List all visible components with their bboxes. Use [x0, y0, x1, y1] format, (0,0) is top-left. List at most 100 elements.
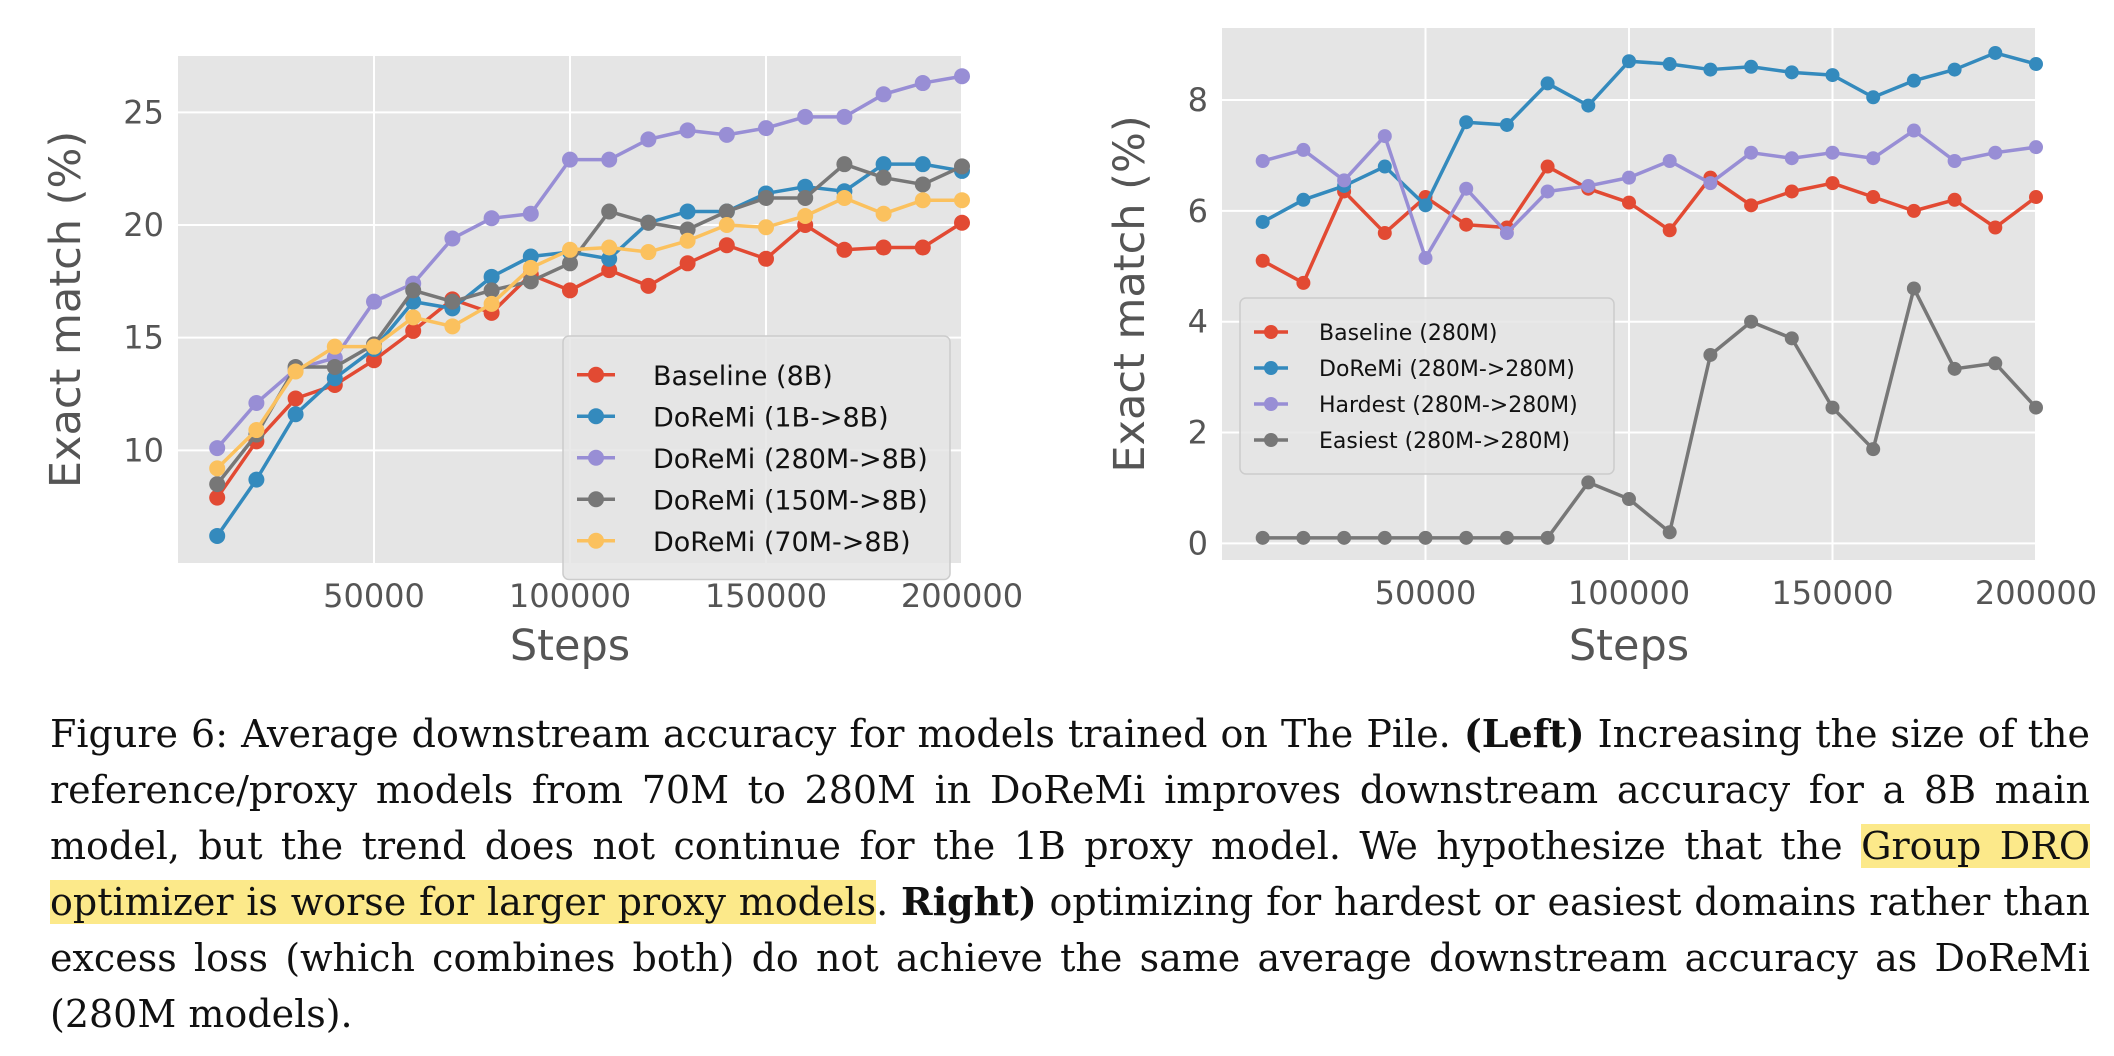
left-data-point: [562, 151, 578, 168]
left-data-point: [640, 131, 657, 148]
left-data-point: [601, 239, 618, 256]
right-data-point: [1540, 530, 1555, 545]
left-data-point: [522, 248, 539, 265]
left-data-point: [483, 268, 500, 285]
right-x-tick-label: 200000: [1975, 574, 2097, 612]
right-data-point: [1744, 198, 1759, 213]
right-legend-label: DoReMi (280M->280M): [1319, 357, 1575, 382]
left-data-point: [914, 239, 931, 256]
left-data-point: [444, 230, 461, 247]
right-y-tick-label: 0: [1188, 524, 1208, 562]
left-y-axis-label: Exact match (%): [41, 131, 91, 488]
right-data-point: [1255, 253, 1270, 268]
left-data-point: [326, 358, 343, 375]
left-data-point: [875, 169, 892, 186]
right-data-point: [1377, 226, 1392, 241]
right-data-point: [1377, 159, 1392, 174]
left-data-point: [758, 189, 774, 206]
right-data-point: [1622, 492, 1636, 507]
left-data-point: [601, 151, 618, 168]
left-data-point: [914, 192, 931, 209]
left-data-point: [954, 158, 970, 175]
left-data-point: [405, 322, 422, 339]
right-data-point: [1988, 220, 2003, 235]
right-data-point: [1459, 115, 1474, 130]
right-x-axis-label: Steps: [1569, 621, 1689, 671]
right-data-point: [1825, 400, 1840, 415]
left-data-point: [366, 293, 382, 310]
left-data-point: [483, 282, 500, 299]
left-data-point: [522, 205, 539, 222]
right-series-2: [1255, 123, 2043, 265]
left-legend-label: DoReMi (280M->8B): [653, 444, 928, 475]
left-legend-box: [562, 335, 951, 581]
left-data-point: [444, 293, 461, 310]
right-data-point: [1825, 68, 1840, 83]
left-data-point: [209, 460, 226, 477]
right-legend-swatch-marker: [1264, 325, 1278, 339]
right-data-point: [1784, 184, 1799, 199]
left-data-point: [875, 156, 892, 173]
right-legend-label: Hardest (280M->280M): [1319, 393, 1578, 418]
right-data-point: [1906, 123, 1921, 138]
figure-caption: Figure 6: Average downstream accuracy fo…: [50, 706, 2090, 1042]
left-data-point: [875, 86, 892, 103]
left-data-point: [209, 476, 226, 493]
left-data-point: [679, 232, 696, 249]
left-data-point: [836, 189, 853, 206]
left-data-point: [875, 205, 892, 222]
left-data-point: [444, 318, 461, 335]
left-data-point: [758, 250, 774, 267]
right-data-point: [1540, 76, 1555, 91]
left-data-point: [483, 295, 500, 312]
left-data-point: [758, 219, 774, 236]
left-data-point: [718, 126, 735, 143]
right-y-axis-label: Exact match (%): [1105, 115, 1155, 472]
left-data-point: [640, 277, 657, 294]
left-data-point: [836, 241, 853, 258]
right-data-point: [1825, 176, 1840, 191]
right-data-point: [1866, 90, 1881, 105]
right-data-point: [1255, 154, 1270, 168]
right-data-point: [1703, 176, 1718, 191]
right-data-point: [1988, 356, 2003, 371]
left-data-point: [522, 259, 539, 276]
right-legend: Baseline (280M) DoReMi (280M->280M) Hardes…: [1239, 297, 1615, 475]
right-chart: 0 2 4 6 8 50000 100000 150000 200000 Steps Exact m…: [1105, 28, 2097, 671]
left-data-point: [914, 75, 931, 92]
right-data-point: [1662, 223, 1677, 238]
right-data-point: [1499, 530, 1514, 545]
left-x-tick-label: 150000: [705, 577, 827, 615]
right-data-point: [1418, 530, 1433, 545]
right-data-point: [1499, 226, 1514, 241]
left-data-point: [483, 210, 500, 227]
left-chart: 10 15 20 25 50000 100000 150000 200000 Steps Exac…: [41, 56, 1023, 671]
right-y-tick-label: 6: [1188, 192, 1208, 230]
right-y-tick-label: 4: [1188, 303, 1208, 341]
left-y-tick-label: 15: [123, 319, 164, 357]
left-data-point: [562, 282, 578, 299]
left-data-point: [679, 122, 696, 139]
left-y-tick-label: 25: [123, 93, 164, 131]
left-data-point: [640, 244, 657, 261]
left-data-point: [209, 527, 226, 544]
right-data-point: [1622, 170, 1636, 185]
left-series-4: [209, 189, 970, 477]
right-data-point: [1296, 275, 1311, 290]
right-data-point: [1988, 145, 2003, 160]
right-data-point: [1296, 142, 1311, 157]
left-data-point: [287, 390, 304, 407]
right-data-point: [1947, 192, 1962, 207]
right-data-point: [1418, 250, 1433, 265]
right-data-point: [1337, 530, 1352, 545]
left-legend-swatch-marker: [588, 366, 604, 383]
left-x-tick-label: 50000: [323, 577, 425, 615]
right-data-point: [1581, 178, 1596, 193]
right-data-point: [1622, 195, 1636, 210]
right-data-point: [1866, 190, 1881, 205]
right-data-point: [1377, 129, 1392, 144]
right-data-point: [1744, 59, 1759, 74]
right-data-point: [2029, 190, 2043, 205]
right-data-point: [1662, 57, 1677, 72]
right-y-tick-label: 8: [1188, 81, 1208, 119]
